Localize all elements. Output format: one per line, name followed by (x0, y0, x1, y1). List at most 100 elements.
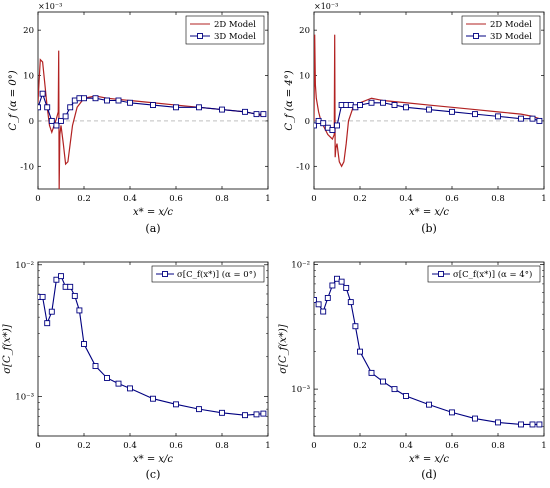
data-point-marker (368, 369, 375, 376)
data-point-marker (329, 282, 336, 289)
x-tick-label: 1 (541, 194, 546, 204)
data-point-marker (242, 108, 248, 115)
plot-area (38, 50, 267, 189)
legend-marker (438, 271, 444, 277)
x-tick-label: 0.4 (399, 441, 413, 451)
x-tick-label: 0 (311, 194, 316, 204)
x-tick-label: 0 (35, 441, 40, 451)
data-point-marker (39, 90, 46, 97)
x-tick-label: 0.6 (445, 194, 459, 204)
data-point-marker (391, 386, 398, 393)
panel-label: (d) (421, 468, 437, 481)
x-tick-label: 0.8 (491, 194, 505, 204)
data-point-marker (81, 341, 87, 347)
legend-entry-label: σ[C_f(x*)] (α = 4°) (453, 269, 532, 280)
series-line-c-f-x-0 (38, 275, 264, 416)
x-tick-label: 0.2 (77, 441, 91, 451)
data-point-marker (391, 102, 398, 108)
y-tick-label: 10⁻³ (15, 392, 34, 402)
legend-marker (197, 33, 203, 39)
data-point-marker (472, 111, 478, 118)
chart-panel-1: 0 0.2 0.4 0.6 0.8 1 -10 0 10 20 ×10⁻³ 2D Model 3D Mo… (8, 2, 271, 235)
data-point-marker (53, 122, 60, 129)
y-tick-label: -10 (20, 162, 34, 172)
data-point-marker (529, 421, 536, 428)
data-point-marker (48, 117, 55, 124)
data-point-marker (92, 95, 99, 102)
y-tick-label: 0 (305, 117, 310, 127)
data-point-marker (368, 99, 375, 106)
legend-box (461, 15, 541, 45)
series-line-2d-model (314, 34, 540, 168)
data-point-marker (38, 104, 41, 111)
x-tick-label: 0 (35, 194, 40, 204)
legend-entry-label: 3D Model (490, 32, 532, 42)
y-tick-label: 10⁻³ (291, 385, 310, 395)
x-tick-label: 0.6 (169, 441, 183, 451)
data-point-marker (320, 120, 327, 127)
data-point-marker (536, 117, 543, 124)
data-point-marker (127, 99, 133, 106)
data-point-marker (380, 99, 386, 106)
x-tick-label: 0.4 (123, 194, 137, 204)
data-point-marker (104, 97, 110, 104)
data-point-marker (48, 308, 55, 315)
data-point-marker (127, 385, 133, 392)
data-point-marker (150, 395, 156, 402)
x-tick-label: 0.8 (215, 194, 229, 204)
chart-panel-2: 0 0.2 0.4 0.6 0.8 1 -10 0 10 20 ×10⁻³ 2D Model 3D Mo… (284, 2, 547, 235)
data-point-marker (196, 104, 202, 111)
data-point-marker (173, 401, 179, 408)
data-point-marker (357, 102, 363, 108)
data-point-marker (260, 410, 267, 417)
data-point-marker (67, 104, 74, 111)
data-point-marker (115, 380, 122, 387)
y-axis-label: C_f (α = 0°) (8, 70, 19, 130)
y-exponent-label: ×10⁻³ (38, 2, 62, 11)
data-point-marker (104, 375, 110, 381)
data-point-marker (343, 284, 350, 291)
data-point-marker (426, 401, 432, 408)
panel-label: (a) (145, 222, 160, 235)
x-tick-label: 0.8 (491, 441, 505, 451)
data-point-marker (320, 308, 327, 315)
data-point-marker (426, 106, 432, 113)
y-tick-label: 10 (23, 72, 34, 82)
data-point-marker (315, 301, 322, 308)
x-tick-label: 0 (311, 441, 316, 451)
data-point-marker (62, 113, 69, 120)
plot-frame (37, 261, 269, 437)
data-point-marker (357, 348, 363, 355)
data-point-marker (253, 111, 260, 118)
series-line-2d-model (38, 50, 264, 189)
y-tick-label: 20 (23, 26, 34, 36)
legend-box (427, 265, 541, 283)
data-point-marker (242, 412, 248, 419)
data-point-marker (529, 115, 536, 122)
legend-entry-label: 3D Model (214, 32, 256, 42)
x-tick-label: 0.6 (169, 194, 183, 204)
data-point-marker (53, 276, 60, 283)
x-axis-label: x* = x/c (133, 207, 173, 218)
x-tick-label: 1 (541, 441, 546, 451)
x-tick-label: 0.4 (123, 441, 137, 451)
data-point-marker (495, 113, 501, 120)
plot-frame (313, 261, 545, 437)
y-tick-label: 0 (29, 117, 34, 127)
series-line-c-f-x-4 (314, 278, 540, 426)
x-tick-label: 1 (265, 441, 270, 451)
data-point-marker (449, 108, 455, 115)
x-axis-label: x* = x/c (409, 454, 449, 465)
y-exponent-label: ×10⁻³ (314, 2, 338, 11)
data-point-marker (518, 421, 524, 428)
x-axis-label: x* = x/c (409, 207, 449, 218)
data-point-marker (219, 106, 225, 113)
data-point-marker (324, 294, 331, 301)
y-tick-label: 10⁻² (291, 261, 310, 271)
data-point-marker (260, 111, 267, 118)
data-point-marker (219, 409, 225, 416)
data-point-marker (39, 293, 46, 300)
data-point-marker (347, 299, 354, 306)
panel-label: (b) (421, 222, 437, 235)
x-tick-label: 0.8 (215, 441, 229, 451)
